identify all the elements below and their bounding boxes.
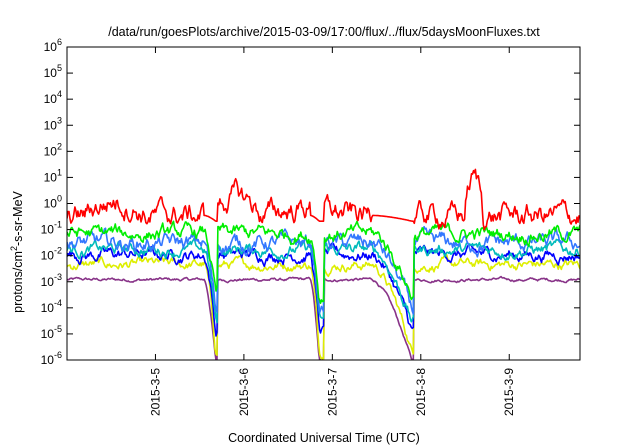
y-axis-label-main: protons/cm [11, 251, 25, 313]
y-tick-label-exponent: 1 [57, 167, 62, 177]
y-tick-label-base: 10 [41, 275, 55, 289]
y-tick-label-exponent: 3 [57, 115, 62, 125]
y-tick-label-exponent: -6 [54, 350, 62, 360]
y-tick-label-exponent: -5 [54, 324, 62, 334]
y-tick-label: 10-1 [41, 220, 62, 237]
y-tick-label-exponent: 2 [57, 141, 62, 151]
y-tick-label-base: 10 [44, 40, 58, 54]
y-tick-label: 10-6 [41, 350, 62, 367]
y-tick-label-exponent: 6 [57, 37, 62, 47]
series-line-0 [67, 168, 580, 231]
x-tick-label: 2015-3-6 [237, 368, 251, 416]
series-line-5 [67, 253, 580, 360]
y-tick-label-exponent: 0 [57, 194, 62, 204]
y-tick-label: 100 [44, 194, 62, 211]
series-line-2 [67, 225, 580, 315]
y-tick-label-base: 10 [41, 223, 55, 237]
y-tick-label: 105 [44, 63, 62, 80]
y-tick-label-exponent: -2 [54, 246, 62, 256]
y-tick-label: 10-2 [41, 246, 62, 263]
y-tick-label-exponent: -1 [54, 220, 62, 230]
x-tick-label: 2015-3-7 [325, 368, 339, 416]
chart-title: /data/run/goesPlots/archive/2015-03-09/1… [108, 25, 540, 39]
y-axis-label-rest: -s-sr-MeV [11, 190, 25, 246]
x-tick-label: 2015-3-8 [414, 368, 428, 416]
y-tick-label: 10-4 [41, 298, 62, 315]
y-axis: 10-610-510-410-310-210-11001011021031041… [41, 37, 580, 367]
y-tick-label: 103 [44, 115, 62, 132]
y-tick-label-base: 10 [41, 301, 55, 315]
x-tick-label: 2015-3-9 [502, 368, 516, 416]
series-layer [67, 168, 580, 360]
y-tick-label-exponent: -3 [54, 272, 62, 282]
y-tick-label: 101 [44, 167, 62, 184]
y-tick-label-base: 10 [44, 66, 58, 80]
y-tick-label-exponent: 5 [57, 63, 62, 73]
y-tick-label: 106 [44, 37, 62, 54]
series-line-1 [67, 220, 580, 305]
y-tick-label-base: 10 [41, 353, 55, 367]
y-tick-label: 10-3 [41, 272, 62, 289]
y-tick-label: 102 [44, 141, 62, 158]
y-tick-label: 104 [44, 89, 62, 106]
y-tick-label-base: 10 [44, 144, 58, 158]
x-tick-label: 2015-3-5 [148, 368, 162, 416]
y-tick-label-base: 10 [44, 118, 58, 132]
y-tick-label-base: 10 [44, 92, 58, 106]
y-tick-label-base: 10 [41, 327, 55, 341]
y-tick-label-base: 10 [41, 249, 55, 263]
x-axis-label: Coordinated Universal Time (UTC) [228, 431, 420, 445]
y-tick-label-base: 10 [44, 170, 58, 184]
y-axis-label: protons/cm2-s-sr-MeV [9, 190, 25, 312]
y-axis-label-sup: 2 [9, 246, 19, 251]
y-tick-label-base: 10 [44, 197, 58, 211]
y-tick-label: 10-5 [41, 324, 62, 341]
x-axis: 2015-3-5 2015-3-6 2015-3-7 2015-3-8 2015-3-9 [148, 47, 516, 416]
y-tick-label-exponent: 4 [57, 89, 62, 99]
y-tick-label-exponent: -4 [54, 298, 62, 308]
